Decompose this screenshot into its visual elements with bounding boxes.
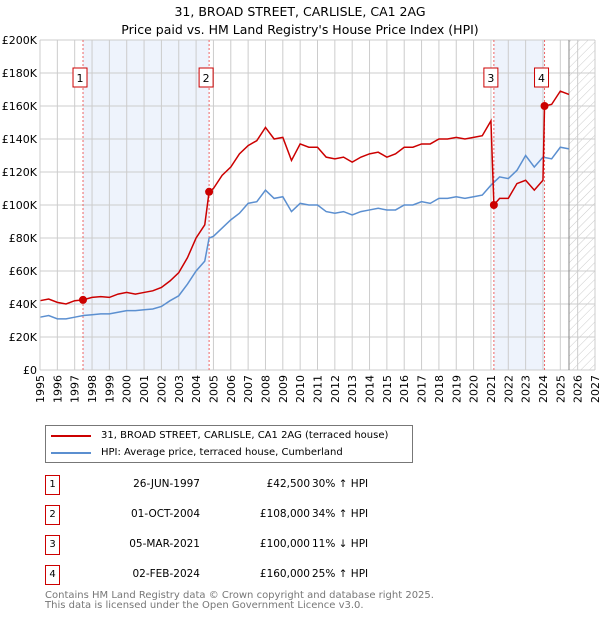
x-tick-label: 2016 — [398, 375, 411, 403]
x-tick-label: 2010 — [294, 375, 307, 403]
x-tick-label: 2002 — [155, 375, 168, 403]
x-tick-label: 2019 — [450, 375, 463, 403]
sale-price: £108,000 — [259, 508, 310, 520]
x-tick-label: 1999 — [103, 375, 116, 403]
sale-row: 1 26-JUN-1997 £42,500 30% ↑ HPI — [45, 475, 445, 495]
legend-label: HPI: Average price, terraced house, Cumb… — [101, 447, 343, 458]
sale-row: 3 05-MAR-2021 £100,000 11% ↓ HPI — [45, 535, 445, 555]
x-tick-label: 2013 — [346, 375, 359, 403]
x-tick-label: 2015 — [381, 375, 394, 403]
y-tick-label: £100K — [2, 199, 38, 212]
x-tick-label: 2026 — [572, 375, 585, 403]
x-tick-label: 1996 — [51, 375, 64, 403]
sale-point — [79, 295, 88, 304]
sale-label: 1 — [77, 72, 84, 85]
x-tick-label: 2022 — [502, 375, 515, 403]
sale-label-box — [198, 67, 214, 88]
title-line1: 31, BROAD STREET, CARLISLE, CA1 2AG — [174, 4, 426, 19]
y-tick-label: £140K — [2, 133, 38, 146]
y-tick-label: £40K — [9, 298, 38, 311]
chart-title: 31, BROAD STREET, CARLISLE, CA1 2AG Pric… — [0, 3, 600, 39]
x-tick-label: 2000 — [121, 375, 134, 403]
x-tick-label: 2006 — [225, 375, 238, 403]
legend-label: 31, BROAD STREET, CARLISLE, CA1 2AG (ter… — [101, 430, 389, 441]
legend-swatch-red — [51, 434, 91, 437]
x-tick-label: 2025 — [554, 375, 567, 403]
sale-point — [540, 102, 549, 110]
y-tick-label: £160K — [2, 100, 38, 113]
sale-label: 3 — [487, 72, 494, 85]
sale-row: 4 02-FEB-2024 £160,000 25% ↑ HPI — [45, 565, 445, 585]
sale-date: 26-JUN-1997 — [133, 478, 200, 490]
legend: 31, BROAD STREET, CARLISLE, CA1 2AG (ter… — [45, 425, 413, 463]
sale-date: 02-FEB-2024 — [132, 568, 200, 580]
sale-label-box — [534, 67, 550, 88]
x-tick-label: 2009 — [277, 375, 290, 403]
x-tick-label: 1995 — [34, 375, 47, 403]
sale-hpi-diff: 11% ↓ HPI — [312, 538, 369, 550]
sale-hpi-diff: 30% ↑ HPI — [312, 478, 369, 490]
x-tick-label: 2027 — [589, 375, 600, 403]
sale-hpi-diff: 25% ↑ HPI — [312, 568, 369, 580]
x-tick-label: 2014 — [364, 375, 377, 403]
x-tick-label: 2020 — [468, 375, 481, 403]
sale-row: 2 01-OCT-2004 £108,000 34% ↑ HPI — [45, 505, 445, 525]
price-chart: 1995 1996 1997 1998 1999 2000 2001 2002 2003 2004… — [2, 34, 600, 403]
x-tick-label: 2018 — [433, 375, 446, 403]
x-tick-label: 2004 — [190, 375, 203, 403]
title-line2: Price paid vs. HM Land Registry's House … — [121, 22, 479, 37]
x-tick-label: 2005 — [207, 375, 220, 403]
x-tick-label: 2003 — [173, 375, 186, 403]
x-tick-label: 2007 — [242, 375, 255, 403]
sale-point — [205, 187, 214, 196]
sale-label-box — [72, 67, 88, 88]
legend-item-property: 31, BROAD STREET, CARLISLE, CA1 2AG (ter… — [51, 430, 388, 441]
sale-date: 01-OCT-2004 — [131, 508, 200, 520]
y-tick-label: £60K — [9, 265, 38, 278]
y-tick-label: £180K — [2, 67, 38, 80]
x-tick-label: 1998 — [86, 375, 99, 403]
x-tick-label: 2011 — [312, 375, 325, 403]
y-tick-label: £20K — [9, 331, 38, 344]
x-tick-label: 2023 — [520, 375, 533, 403]
x-tick-label: 2008 — [259, 375, 272, 403]
footer: Contains HM Land Registry data © Crown c… — [45, 591, 434, 611]
sale-label-box — [483, 67, 499, 88]
series-line — [39, 146, 570, 320]
sale-date: 05-MAR-2021 — [129, 538, 200, 550]
x-tick-label: 2021 — [485, 375, 498, 403]
legend-item-hpi: HPI: Average price, terraced house, Cumb… — [51, 447, 343, 458]
y-tick-label: £80K — [9, 232, 38, 245]
sale-price: £42,500 — [266, 478, 310, 490]
x-tick-label: 2001 — [138, 375, 151, 403]
series-line — [39, 90, 570, 305]
x-tick-label: 2012 — [329, 375, 342, 403]
sale-number: 4 — [45, 565, 60, 585]
sale-label: 4 — [538, 72, 545, 85]
sale-label: 2 — [203, 72, 210, 85]
sale-price: £160,000 — [259, 568, 310, 580]
sale-hpi-diff: 34% ↑ HPI — [312, 508, 369, 520]
sale-price: £100,000 — [259, 538, 310, 550]
x-tick-label: 2024 — [537, 375, 550, 403]
legend-swatch-blue — [51, 451, 91, 454]
y-tick-label: £120K — [2, 166, 38, 179]
footer-copyright: Contains HM Land Registry data © Crown c… — [45, 590, 434, 601]
sale-number: 3 — [45, 535, 60, 555]
sale-number: 2 — [45, 505, 60, 525]
sale-point — [489, 201, 498, 209]
sale-number: 1 — [45, 475, 60, 495]
y-tick-label: £200K — [2, 34, 38, 47]
x-tick-label: 2017 — [416, 375, 429, 403]
x-tick-label: 1997 — [69, 375, 82, 403]
footer-licence: This data is licensed under the Open Gov… — [45, 600, 364, 611]
y-tick-label: £0 — [23, 364, 37, 377]
